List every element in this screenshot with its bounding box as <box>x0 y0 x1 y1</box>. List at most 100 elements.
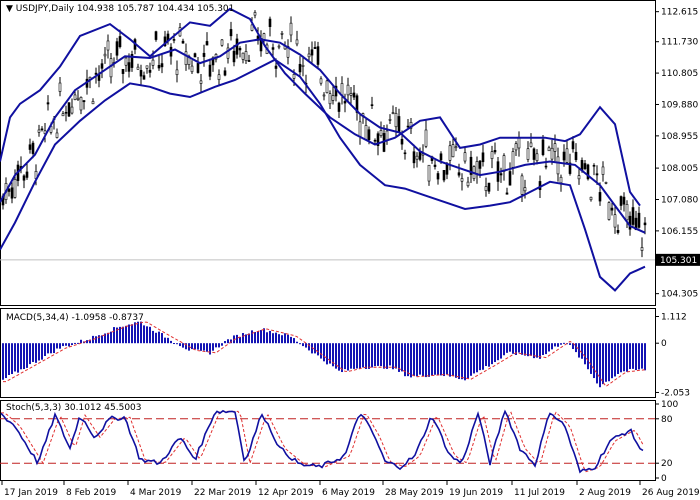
macd-bar <box>578 343 580 358</box>
candle-body <box>250 24 254 31</box>
candle-body <box>556 156 560 175</box>
macd-bar <box>113 327 115 344</box>
macd-bar <box>323 343 325 362</box>
candle-body <box>562 151 566 161</box>
candle-body <box>142 75 146 80</box>
macd-bar <box>170 340 172 344</box>
x-tick-label: 8 Feb 2019 <box>66 488 117 498</box>
bollinger-lower-line <box>0 58 646 292</box>
macd-bar <box>17 343 19 373</box>
candle-body <box>268 18 272 27</box>
bollinger-upper-line <box>0 7 641 207</box>
candle-body <box>589 196 593 201</box>
candle-body <box>241 52 245 60</box>
candle-body <box>136 66 140 70</box>
candle-body <box>103 53 107 57</box>
macd-bar <box>425 343 427 378</box>
macd-bar <box>521 343 523 355</box>
macd-bar <box>512 343 514 354</box>
macd-bar <box>356 343 358 369</box>
macd-bar <box>272 333 274 344</box>
macd-bar <box>560 343 562 345</box>
candle-body <box>616 230 620 233</box>
candle-body <box>553 143 557 152</box>
candle-body <box>346 84 350 96</box>
candle-body <box>217 74 221 80</box>
candle-body <box>502 155 506 172</box>
macd-bar <box>194 343 196 350</box>
macd-bar <box>563 342 565 344</box>
x-tick-label: 17 Jan 2019 <box>4 488 58 498</box>
candle-body <box>484 186 488 191</box>
macd-bar <box>404 343 406 377</box>
macd-bar <box>584 343 586 365</box>
candle-body <box>565 148 569 163</box>
candle-body <box>403 152 407 155</box>
candle-body <box>379 130 383 136</box>
macd-bar <box>44 343 46 357</box>
candle-body <box>439 153 443 161</box>
macd-bar <box>128 324 130 344</box>
macd-bar <box>32 343 34 362</box>
macd-bar <box>206 343 208 352</box>
candle-body <box>61 113 65 117</box>
macd-bar <box>443 343 445 377</box>
candle-body <box>349 93 353 96</box>
macd-bar <box>269 330 271 344</box>
candle-body <box>370 104 374 106</box>
macd-bar <box>104 333 106 344</box>
macd-bar <box>500 343 502 359</box>
candle-body <box>151 59 155 66</box>
macd-bar <box>377 343 379 366</box>
macd-bar <box>203 343 205 351</box>
candle-body <box>67 102 71 117</box>
x-tick-label: 6 May 2019 <box>322 488 375 498</box>
macd-bar <box>542 343 544 355</box>
candle-body <box>313 47 317 49</box>
x-tick-label: 19 Jun 2019 <box>449 488 503 498</box>
candle-body <box>577 175 581 180</box>
macd-bar <box>407 343 409 377</box>
macd-bar <box>332 343 334 367</box>
candle-body <box>391 112 395 114</box>
candle-body <box>154 31 158 40</box>
candle-body <box>643 222 647 226</box>
macd-bar <box>575 343 577 353</box>
candle-body <box>193 53 197 58</box>
macd-bar <box>632 343 634 369</box>
macd-bar <box>53 343 55 354</box>
macd-bar <box>572 343 574 350</box>
axes: 112.615 111.730 110.805 109.880 108.955 108.0… <box>1 8 700 498</box>
macd-bar <box>581 343 583 359</box>
candle-body <box>466 181 470 187</box>
macd-bar <box>230 339 232 344</box>
macd-bar <box>380 343 382 367</box>
candle-body <box>457 172 461 176</box>
macd-bar <box>227 339 229 344</box>
macd-series <box>2 321 646 388</box>
macd-bar <box>485 343 487 367</box>
candle-body <box>148 69 152 73</box>
macd-bar <box>209 343 211 355</box>
price-ytick-label: 107.080 <box>661 195 698 205</box>
macd-bar <box>395 343 397 369</box>
candle-body <box>628 215 632 230</box>
macd-bar <box>533 343 535 359</box>
candle-body <box>445 163 449 175</box>
macd-bar <box>341 343 343 373</box>
macd-bar <box>344 343 346 370</box>
candle-body <box>592 164 596 167</box>
candle-body <box>433 164 437 167</box>
candle-body <box>322 94 326 97</box>
macd-bar <box>527 343 529 357</box>
macd-bar <box>50 343 52 354</box>
macd-bar <box>320 343 322 359</box>
macd-bar <box>536 343 538 358</box>
candle-body <box>79 96 83 111</box>
candle-body <box>598 192 602 202</box>
candle-body <box>253 12 257 16</box>
macd-bar <box>119 326 121 344</box>
candle-body <box>199 80 203 84</box>
stoch-values: 30.1012 45.5003 <box>64 403 141 413</box>
macd-bar <box>557 343 559 347</box>
